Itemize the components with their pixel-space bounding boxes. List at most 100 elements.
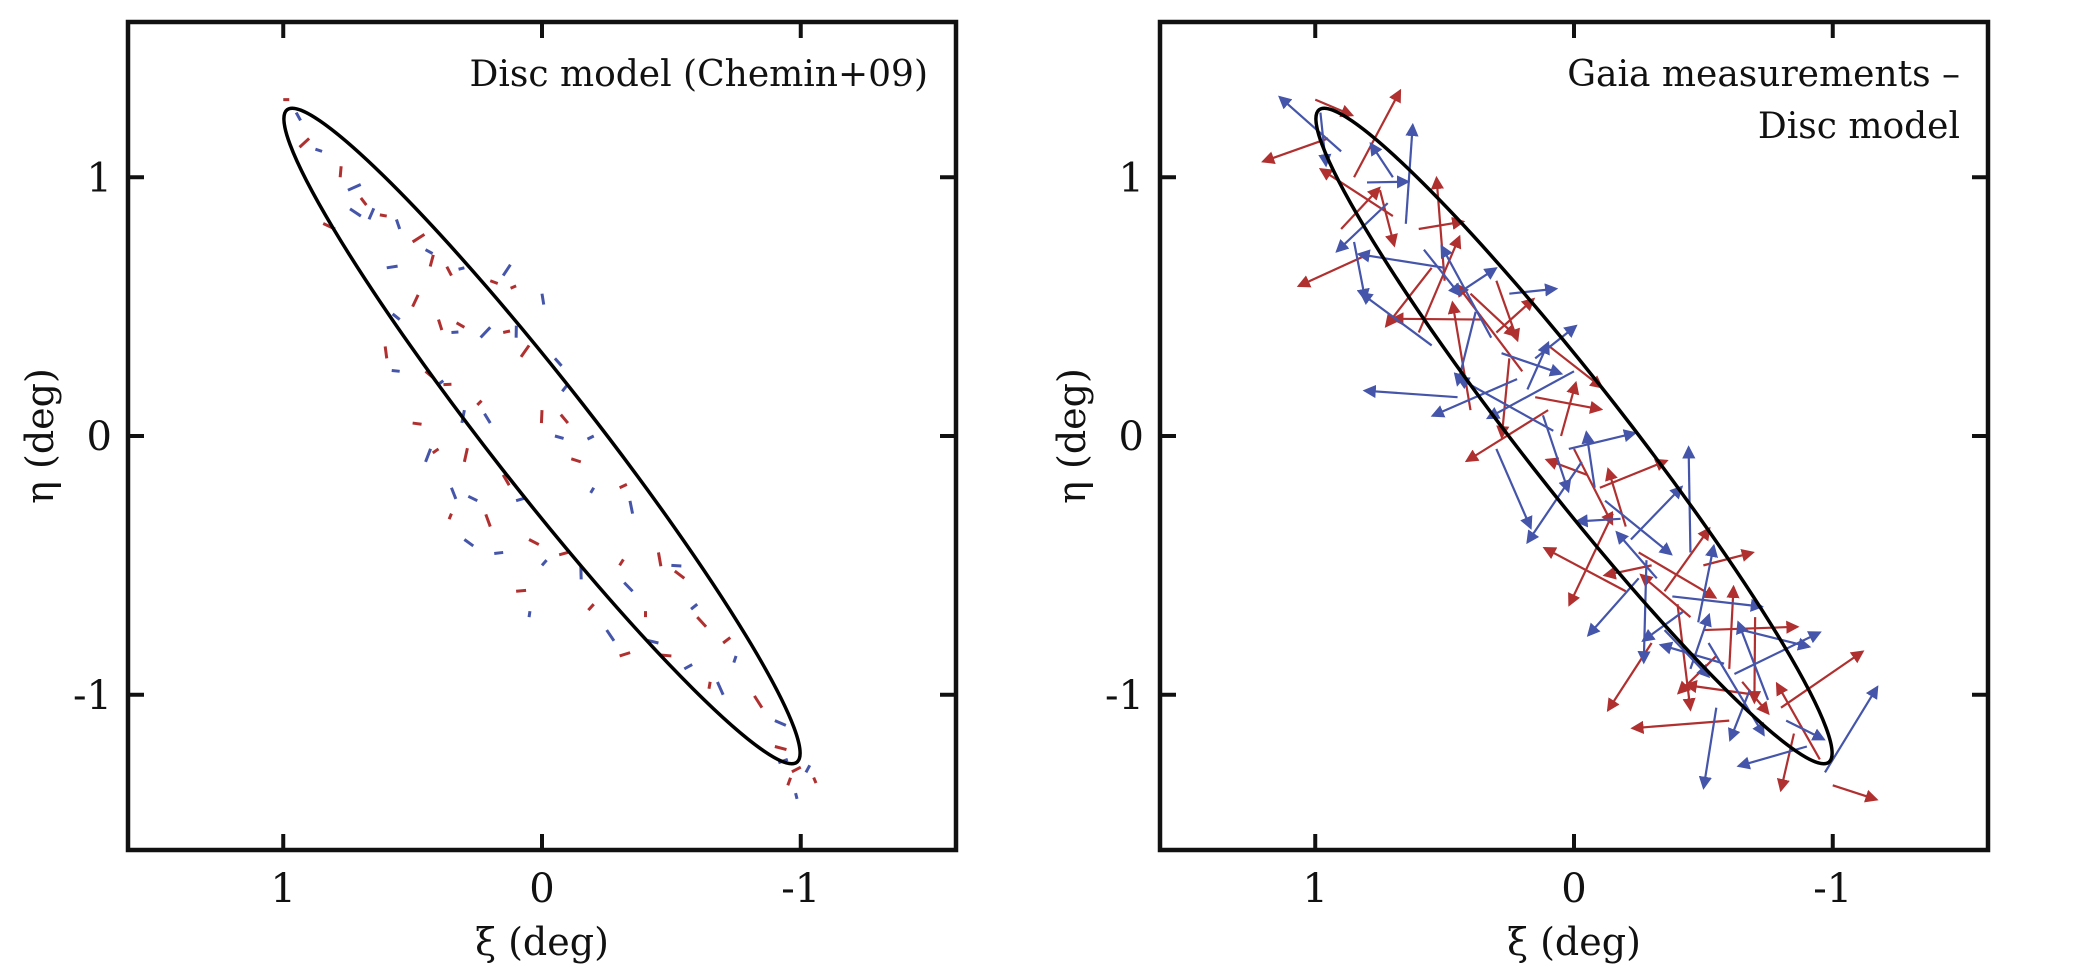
data-point-s1-18: [1544, 457, 1588, 476]
data-point-s2-24: [1672, 595, 1764, 612]
data-point-s1-42: [1447, 300, 1472, 411]
data-point-s2-3: [347, 183, 362, 192]
data-point-s2-1: [294, 111, 302, 122]
data-point-s2-39: [1682, 445, 1696, 553]
data-point-s2-20: [1574, 514, 1621, 528]
data-point-s1-15: [519, 344, 531, 358]
data-point-s2-17: [1526, 461, 1583, 545]
data-point-s2-23: [1615, 530, 1658, 580]
data-point-s2-7: [1356, 249, 1445, 269]
x-axis-label: ξ (deg): [475, 920, 609, 964]
chart-panel-2: 1 0 -1 1 0 -1 ξ (deg) η (deg) Gaia measurements …: [1050, 19, 1991, 964]
data-point-s1-4: [1378, 189, 1398, 248]
data-point-s1-24: [1663, 526, 1711, 592]
data-point-s1-2: [298, 137, 311, 149]
data-point-s2-7: [458, 266, 465, 271]
data-point-s2-36: [1359, 291, 1433, 347]
data-point-s2-8: [501, 263, 512, 277]
data-point-s2-22: [450, 487, 458, 500]
data-point-s2-41: [1362, 384, 1458, 399]
data-point-s2-4: [1335, 202, 1389, 253]
data-point-s1-23: [431, 447, 440, 455]
data-point-s1-32: [1780, 650, 1865, 709]
data-point-s2-12: [479, 326, 492, 339]
data-point-s1-27: [618, 483, 628, 490]
x-tick-label: -1: [781, 866, 820, 912]
data-point-s1-30: [528, 538, 540, 546]
data-point-s1-16: [1560, 380, 1580, 437]
data-point-s1-10: [1390, 312, 1484, 326]
data-point-s2-25: [1641, 611, 1684, 643]
data-point-s1-4: [359, 197, 368, 207]
y-tick-label: 1: [87, 155, 112, 201]
data-point-s1-40: [722, 636, 732, 645]
data-point-s1-38: [1495, 280, 1520, 343]
data-point-s2-46: [1485, 370, 1575, 420]
y-axis-label: η (deg): [18, 368, 62, 504]
data-point-s1-27: [1703, 620, 1800, 634]
data-point-s2-36: [647, 638, 659, 645]
y-tick-label: -1: [1105, 673, 1144, 719]
data-point-s2-24: [515, 496, 525, 503]
data-point-s2-19: [1604, 499, 1673, 556]
data-point-s2-32: [671, 563, 682, 568]
data-point-s1-46: [1747, 617, 1762, 705]
data-point-s2-21: [1630, 485, 1684, 541]
y-tick-label: 1: [1119, 155, 1144, 201]
data-point-s1-23: [1602, 564, 1652, 580]
data-point-s2-28: [494, 550, 504, 555]
data-point-s1-26: [1639, 573, 1692, 618]
data-point-s2-35: [1352, 241, 1370, 303]
data-point-s2-3: [1366, 175, 1411, 189]
data-point-s2-2: [1278, 95, 1342, 153]
data-point-s2-37: [683, 663, 693, 671]
data-point-s2-42: [804, 764, 812, 774]
data-point-s2-16: [1568, 429, 1638, 451]
data-point-s1-46: [812, 776, 818, 784]
data-point-s1-6: [411, 233, 426, 244]
data-point-s1-42: [753, 695, 764, 709]
data-point-s2-18: [483, 412, 492, 424]
data-point-s1-28: [447, 513, 453, 520]
x-tick-label: 0: [529, 866, 554, 912]
data-point-s1-21: [1605, 467, 1627, 527]
data-point-s1-45: [786, 777, 792, 786]
data-point-s2-27: [463, 538, 475, 548]
data-point-s2-5: [395, 219, 402, 230]
data-point-s2-35: [605, 629, 616, 642]
data-point-s1-19: [1599, 458, 1669, 489]
data-point-s1-14: [502, 329, 511, 334]
data-point-s1-12: [437, 319, 444, 331]
data-point-s1-16: [383, 346, 389, 359]
disc-ellipse: [1314, 106, 1834, 766]
data-point-s1-32: [618, 558, 625, 567]
panel-annotation: Disc model (Chemin+09): [469, 54, 928, 95]
data-point-s1-12: [1496, 358, 1511, 440]
chart-panel-1: 1 0 -1 1 0 -1 ξ (deg) η (deg) Disc model (Chemin…: [18, 19, 959, 964]
x-tick-label: 0: [1561, 866, 1586, 912]
y-tick-label: -1: [73, 673, 112, 719]
data-point-s1-34: [1775, 681, 1821, 760]
data-point-s1-20: [539, 410, 544, 424]
data-point-s2-45: [386, 264, 398, 270]
x-tick-label: 1: [271, 866, 296, 912]
marks-layer: [283, 98, 818, 800]
data-point-s1-8: [1430, 175, 1446, 281]
marks-layer: [1261, 88, 1879, 803]
data-point-s2-30: [1728, 689, 1751, 742]
data-point-s2-12: [1430, 378, 1518, 418]
data-point-s1-19: [476, 399, 483, 407]
data-point-s1-11: [411, 294, 420, 308]
data-point-s1-11: [1495, 297, 1536, 334]
data-point-s2-45: [1741, 628, 1812, 651]
data-point-s1-44: [791, 765, 802, 774]
data-point-s1-35: [1832, 784, 1879, 803]
data-point-s1-34: [673, 569, 686, 580]
data-point-s1-29: [484, 513, 492, 528]
data-point-s1-8: [445, 266, 453, 277]
data-point-s2-20: [586, 434, 595, 441]
data-point-s1-35: [515, 588, 527, 593]
disc-ellipse: [282, 106, 802, 766]
data-point-s2-14: [553, 357, 563, 367]
